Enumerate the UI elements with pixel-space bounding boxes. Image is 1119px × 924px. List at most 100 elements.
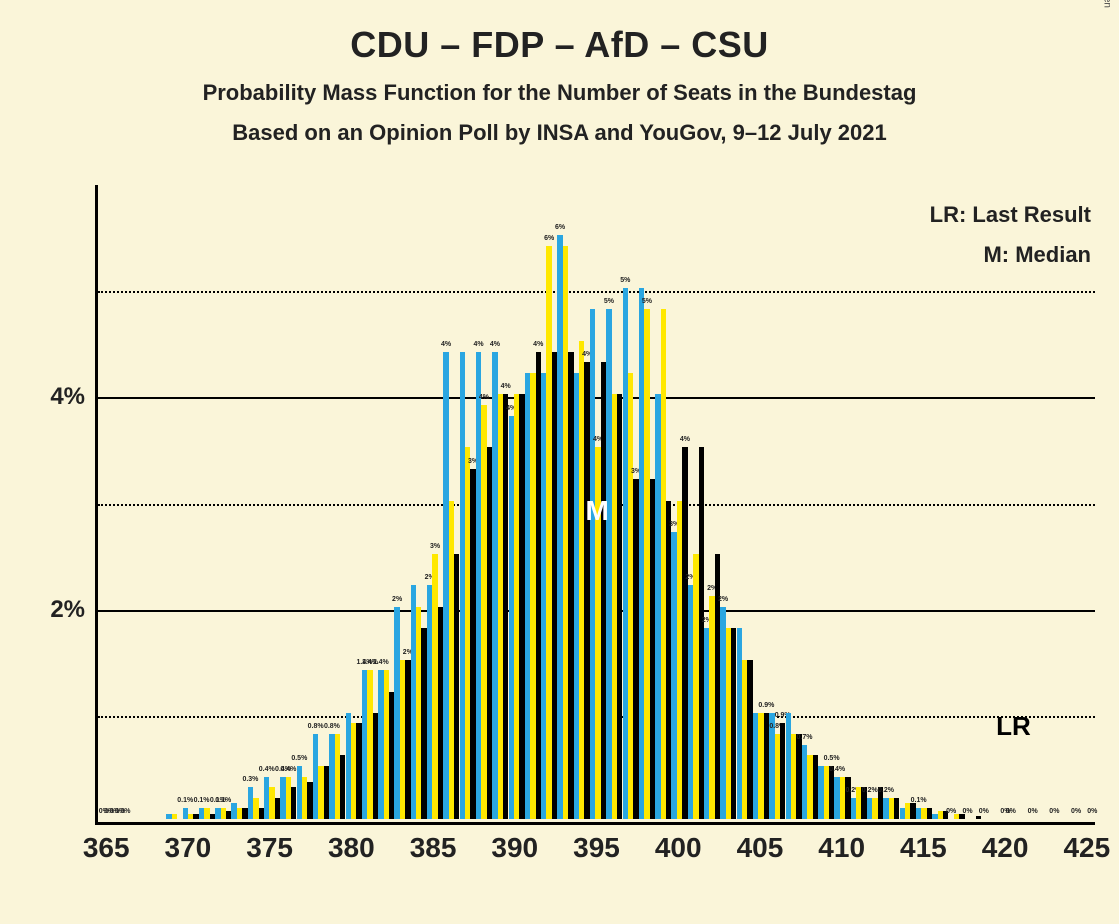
bar-label: 0.5% [824, 755, 840, 762]
bar-group: 0.2% [883, 798, 899, 819]
bar-label: 1.4% [373, 659, 389, 666]
bar-group [231, 803, 247, 819]
bar-group: 6% [557, 235, 573, 819]
bar-group: 3%4% [671, 447, 687, 819]
bar-label: 0% [1006, 808, 1016, 815]
bar-group: 4% [574, 341, 590, 819]
chart-title: CDU – FDP – AfD – CSU [0, 0, 1119, 66]
bar-label: 0.1% [911, 797, 927, 804]
chart-area: 0%0%0%0%0%0.1%0.1%0.1%0.1%0.3%0.4%0.4%0.… [95, 185, 1095, 825]
bar-group: 4% [590, 309, 606, 819]
bar-label: 0% [1028, 808, 1038, 815]
bar-group: 1.4% [378, 670, 394, 819]
bar-group: 3% [460, 352, 476, 819]
bar-group [737, 628, 753, 819]
bar-label: 0% [120, 808, 130, 815]
y-axis-label: 4% [50, 383, 85, 411]
bar-group [785, 713, 801, 819]
x-axis-tick: 405 [737, 832, 784, 864]
bar-label: 0.4% [829, 766, 845, 773]
bar-label: 0.2% [878, 787, 894, 794]
x-axis-tick: 385 [410, 832, 457, 864]
bar-group: 4% [508, 394, 524, 819]
y-axis-label: 2% [50, 596, 85, 624]
x-axis-tick: 400 [655, 832, 702, 864]
bars: 0%0%0%0%0%0.1%0.1%0.1%0.1%0.3%0.4%0.4%0.… [101, 182, 1095, 819]
bar-group [411, 585, 427, 819]
chart-subtitle-2: Based on an Opinion Poll by INSA and You… [0, 120, 1119, 146]
bar-group: 0.1% [916, 808, 932, 819]
bar-label: 4% [501, 383, 511, 390]
copyright: © 2021 Filip van Laenen [1102, 0, 1113, 8]
last-result-marker: LR [996, 711, 1031, 742]
x-axis-tick: 410 [818, 832, 865, 864]
bar-group: 6% [541, 246, 557, 819]
bar-group: 5%3% [623, 288, 639, 819]
chart-container: © 2021 Filip van Laenen CDU – FDP – AfD … [0, 0, 1119, 924]
bar-group: 0.9% [753, 713, 769, 819]
bar-label: 0.1% [194, 797, 210, 804]
bar-label: 0.4% [280, 766, 296, 773]
bar-label: 0% [979, 808, 989, 815]
bar-group [900, 803, 916, 819]
bar-label: 6% [544, 235, 554, 242]
x-axis-tick: 375 [246, 832, 293, 864]
bar-label: 3% [430, 543, 440, 550]
bar-group: 2% [720, 607, 736, 819]
bar-label: 6% [555, 224, 565, 231]
bar-group: 1.4%1.4% [362, 670, 378, 819]
bar-group: 0.8% [313, 734, 329, 819]
x-axis-tick: 420 [982, 832, 1029, 864]
bar-label: 0% [1049, 808, 1059, 815]
bar-group: 2%3% [427, 554, 443, 819]
bar-group: 0.4% [834, 777, 850, 819]
bar-label: 4% [474, 341, 484, 348]
bar-group: 0.7% [802, 745, 818, 819]
bar-label: 0.8% [324, 723, 340, 730]
bar-label: 0% [962, 808, 972, 815]
bar-label: 0.8% [308, 723, 324, 730]
bar-label: 5% [604, 298, 614, 305]
bar-label: 0.1% [177, 797, 193, 804]
bar-group: 0.1% [182, 808, 198, 819]
bar-group: 0.1%0.1% [215, 808, 231, 819]
bar-group: 4% [525, 352, 541, 819]
bar-label: 2% [392, 596, 402, 603]
bar-label: 4% [441, 341, 451, 348]
bar-label: 0% [1071, 808, 1081, 815]
x-axis-tick: 380 [328, 832, 375, 864]
bar-group: 2% [688, 447, 704, 819]
bar-label: 0% [1087, 808, 1097, 815]
x-axis-tick: 390 [491, 832, 538, 864]
bar-group: 0.1% [199, 808, 215, 819]
bar-group: 0.5% [297, 766, 313, 819]
x-axis-tick: 395 [573, 832, 620, 864]
bar-label: 4% [490, 341, 500, 348]
x-axis-tick: 365 [83, 832, 130, 864]
bar-group [166, 814, 182, 819]
bar-group: 5% [639, 288, 655, 819]
bar-group: 4%4% [476, 352, 492, 819]
bar-label: 5% [642, 298, 652, 305]
plot: 0%0%0%0%0%0.1%0.1%0.1%0.1%0.3%0.4%0.4%0.… [95, 185, 1095, 825]
bar-label: 5% [620, 277, 630, 284]
bar-group: 0% [965, 816, 981, 819]
bar-label: 4% [479, 394, 489, 401]
bar [172, 814, 177, 819]
bar-group: 0.3% [248, 787, 264, 819]
x-axis-tick: 425 [1063, 832, 1110, 864]
bar-label: 0.3% [242, 776, 258, 783]
bar-label: 0.2% [862, 787, 878, 794]
bar-label: 0.7% [797, 734, 813, 741]
bar-group: 0.4%0.4% [280, 777, 296, 819]
bar-group: 4%4% [492, 352, 508, 819]
bar-group: 0.5% [818, 766, 834, 819]
bar-label: 0.5% [291, 755, 307, 762]
bar-label: 2% [718, 596, 728, 603]
bar-group: 4% [443, 352, 459, 819]
bar-group: 0.4% [264, 777, 280, 819]
bar-group [655, 309, 671, 819]
bar-group: 2%2% [394, 607, 410, 819]
bar-label: 0.4% [259, 766, 275, 773]
bar [976, 816, 981, 819]
